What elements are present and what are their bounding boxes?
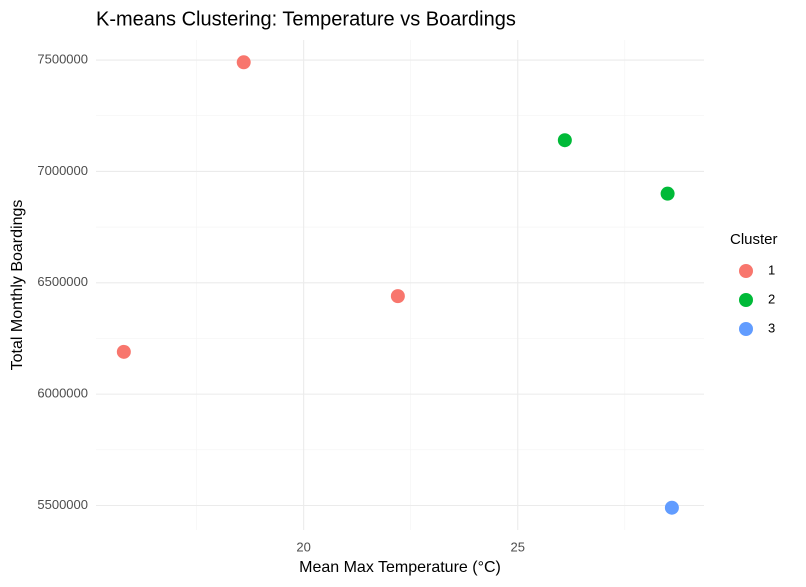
legend-marker <box>739 264 753 278</box>
x-tick-label: 20 <box>296 539 310 554</box>
chart-title: K-means Clustering: Temperature vs Board… <box>96 8 516 30</box>
legend-label: 3 <box>768 320 775 335</box>
legend-title: Cluster <box>730 231 778 248</box>
point <box>664 500 679 515</box>
point <box>390 289 405 304</box>
y-tick-label: 7500000 <box>37 51 88 66</box>
legend-marker <box>739 322 753 336</box>
point <box>660 186 675 201</box>
point <box>557 133 572 148</box>
legend-label: 1 <box>768 262 775 277</box>
legend-label: 2 <box>768 291 775 306</box>
y-tick-label: 6000000 <box>37 386 88 401</box>
y-axis-title: Total Monthly Boardings <box>9 200 26 371</box>
x-tick-label: 25 <box>511 539 525 554</box>
legend-marker <box>739 293 753 307</box>
point <box>236 55 251 70</box>
point <box>116 344 131 359</box>
y-tick-label: 6500000 <box>37 274 88 289</box>
x-axis-title: Mean Max Temperature (°C) <box>299 559 501 576</box>
y-tick-label: 5500000 <box>37 497 88 512</box>
y-tick-label: 7000000 <box>37 163 88 178</box>
